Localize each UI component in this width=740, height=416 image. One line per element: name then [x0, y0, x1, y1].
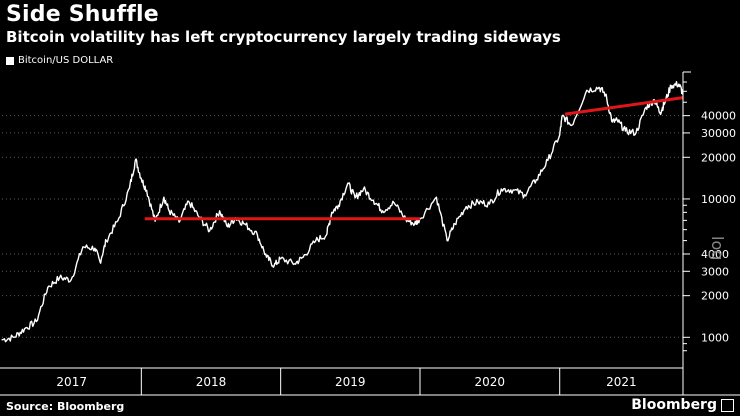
x-tick-label: 2021: [606, 375, 637, 389]
brand-logo: Bloomberg: [631, 397, 734, 413]
data-point: [23, 328, 26, 330]
data-point: [135, 158, 137, 160]
data-point: [559, 134, 561, 136]
data-point: [635, 132, 637, 134]
data-point: [154, 220, 156, 222]
data-point: [524, 194, 526, 196]
data-point: [280, 258, 282, 260]
data-point: [488, 203, 491, 205]
data-point: [294, 263, 296, 265]
data-point: [446, 240, 448, 242]
brand-name: Bloomberg: [631, 397, 717, 413]
data-point: [382, 210, 384, 212]
legend-swatch: [6, 56, 14, 65]
data-point: [670, 85, 672, 87]
data-point: [70, 279, 72, 281]
data-point: [219, 210, 221, 212]
y-tick-label: 10000: [701, 193, 736, 206]
data-point: [586, 89, 588, 91]
data-point: [35, 320, 38, 323]
grid-layer: [2, 115, 683, 338]
data-point: [302, 256, 304, 258]
axis-layer: 1000 2000 3000 4000 10000 20000 30000 40000 log 2…: [0, 71, 740, 396]
data-point: [1, 339, 3, 341]
x-tick-label: 2017: [56, 375, 87, 389]
data-point: [414, 223, 416, 225]
data-point: [94, 247, 96, 249]
data-point: [178, 221, 180, 223]
y-tick-label: 20000: [701, 151, 736, 164]
data-point: [598, 86, 600, 88]
legend: Bitcoin/US DOLLAR: [6, 55, 113, 66]
chart-subtitle: Bitcoin volatility has left cryptocurren…: [6, 28, 561, 46]
legend-label: Bitcoin/US DOLLAR: [18, 55, 114, 66]
scale-label: log: [708, 236, 727, 260]
data-point: [435, 196, 437, 198]
data-point: [393, 202, 395, 204]
data-point: [454, 223, 456, 225]
data-point: [604, 93, 607, 95]
data-point: [535, 179, 538, 181]
data-point: [256, 234, 258, 236]
y-tick-label: 3000: [701, 265, 729, 278]
data-point: [273, 265, 275, 267]
data-point: [315, 240, 317, 242]
data-point: [168, 210, 170, 212]
y-tick-label: 1000: [701, 331, 729, 344]
data-point: [616, 119, 618, 121]
data-point: [244, 224, 247, 226]
data-point: [337, 204, 339, 206]
y-tick-label: 2000: [701, 290, 729, 303]
data-point: [99, 261, 101, 263]
data-point: [227, 226, 229, 228]
data-point: [146, 190, 148, 192]
data-point: [663, 104, 665, 106]
data-point: [209, 230, 211, 232]
x-tick-label: 2019: [335, 375, 366, 389]
chart-title: Side Shuffle: [6, 2, 159, 27]
data-point: [645, 106, 647, 108]
data-point: [47, 286, 49, 288]
x-tick-label: 2020: [475, 375, 506, 389]
data-point: [500, 188, 502, 190]
y-tick-label: 40000: [701, 110, 736, 123]
data-point: [561, 115, 564, 117]
data-point: [59, 277, 61, 279]
data-point: [512, 189, 514, 191]
data-point: [188, 200, 190, 202]
data-point: [547, 159, 549, 161]
data-point: [140, 178, 142, 180]
data-point: [611, 121, 614, 123]
data-point: [570, 124, 573, 126]
x-tick-label: 2018: [196, 375, 227, 389]
data-point: [354, 197, 356, 199]
data-point: [477, 201, 479, 203]
data-point: [465, 206, 467, 208]
data-point: [13, 336, 15, 338]
data-point: [128, 187, 131, 189]
y-tick-label: 30000: [701, 127, 736, 140]
data-point: [331, 211, 333, 213]
data-point: [265, 256, 268, 258]
data-point: [624, 130, 627, 132]
source-note: Source: Bloomberg: [6, 400, 125, 413]
data-point: [105, 240, 107, 242]
y-tick-label: 4000: [701, 248, 729, 261]
data-point: [678, 83, 680, 85]
trend-line: [564, 96, 684, 116]
data-point: [362, 188, 365, 190]
data-point: [372, 199, 374, 201]
data-point: [163, 196, 165, 198]
data-point: [82, 246, 84, 248]
series-line: [1, 80, 684, 343]
data-point: [117, 219, 119, 221]
data-point: [347, 182, 349, 184]
brand-mark-icon: [721, 398, 734, 412]
data-point: [659, 112, 661, 114]
trend-layer: [144, 96, 684, 221]
data-point: [325, 234, 328, 236]
series-layer: [1, 80, 684, 343]
